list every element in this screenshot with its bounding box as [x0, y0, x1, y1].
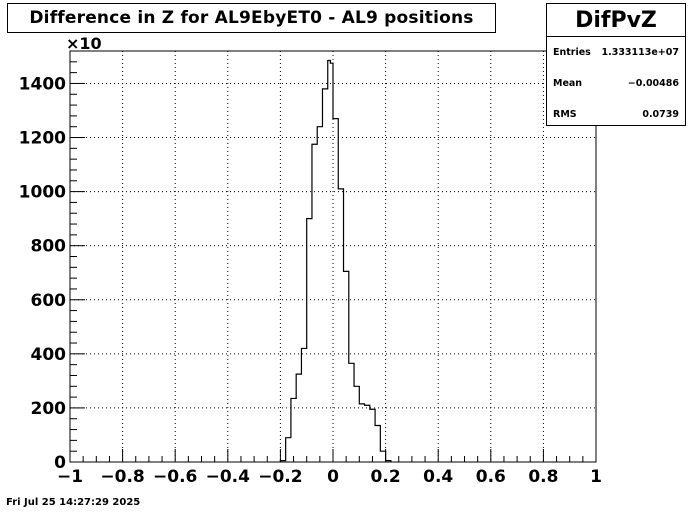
x-tick-label: 0.2 [371, 467, 401, 487]
grid-lines [70, 51, 596, 462]
stats-label: RMS [553, 109, 577, 120]
y-tick-label: 200 [31, 399, 67, 419]
stats-row-rms: RMS 0.0739 [547, 99, 685, 130]
x-tick-label: −0.2 [258, 467, 302, 487]
histogram-bars [279, 59, 392, 462]
stats-label: Entries [553, 47, 591, 58]
x-tick-label: 0.8 [528, 467, 558, 487]
x-tick-label: −0.6 [153, 467, 197, 487]
histogram-title: Difference in Z for AL9EbyET0 - AL9 posi… [29, 8, 474, 28]
histogram-title-box: Difference in Z for AL9EbyET0 - AL9 posi… [7, 3, 496, 33]
y-tick-label: 800 [31, 237, 67, 257]
stats-row-entries: Entries 1.333113e+07 [547, 37, 685, 68]
stats-value: 0.0739 [642, 109, 679, 120]
y-tick-label: 1200 [19, 129, 66, 149]
stats-value: −0.00486 [627, 78, 679, 89]
x-tick-label: 0.6 [476, 467, 506, 487]
timestamp: Fri Jul 25 14:27:29 2025 [6, 497, 141, 508]
y-tick-label: 1000 [19, 183, 66, 203]
axis-tick-labels: −1 −0.8 −0.6 −0.4 −0.2 0 0.2 0.4 0.6 0.8 1 0 200 400 6… [19, 74, 602, 487]
y-tick-label: 0 [54, 453, 66, 473]
x-tick-label: 0.4 [423, 467, 453, 487]
x-tick-label: −0.4 [206, 467, 251, 487]
stats-row-mean: Mean −0.00486 [547, 68, 685, 99]
y-tick-label: 600 [31, 291, 67, 311]
y-multiplier-label: ×10 [66, 34, 102, 53]
stats-box: DifPvZ Entries 1.333113e+07 Mean −0.0048… [546, 3, 686, 126]
x-tick-label: −0.8 [100, 467, 144, 487]
axis-ticks [69, 50, 597, 463]
stats-label: Mean [553, 78, 583, 89]
y-tick-label: 1400 [19, 74, 66, 94]
x-tick-label: −1 [57, 467, 83, 487]
y-tick-label: 400 [31, 345, 67, 365]
x-tick-label: 1 [590, 467, 602, 487]
stats-value: 1.333113e+07 [601, 47, 679, 58]
x-tick-label: 0 [327, 467, 339, 487]
stats-histogram-name: DifPvZ [547, 4, 685, 37]
